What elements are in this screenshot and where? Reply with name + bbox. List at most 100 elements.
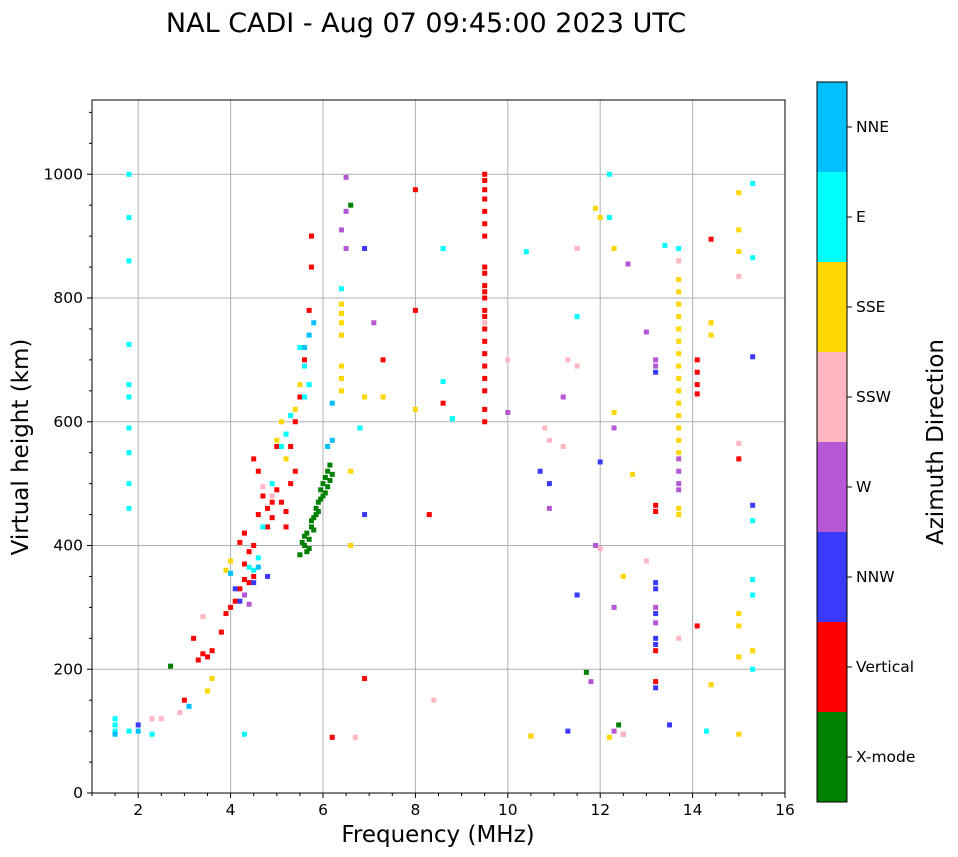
colorbar-segment-vertical <box>817 622 847 712</box>
data-point-sse <box>676 413 682 419</box>
data-point-vertical <box>440 400 446 406</box>
data-point-w <box>653 357 659 363</box>
data-point-ssw <box>158 716 164 722</box>
data-point-e <box>750 518 756 524</box>
data-point-w <box>643 329 649 335</box>
data-point-e <box>750 255 756 261</box>
data-point-vertical <box>223 611 229 617</box>
data-point-vertical <box>736 456 742 462</box>
data-point-ssw <box>352 734 358 740</box>
data-point-ssw <box>260 484 266 490</box>
chart-title: NAL CADI - Aug 07 09:45:00 2023 UTC <box>166 8 686 39</box>
data-point-e <box>126 382 132 388</box>
data-point-nnw <box>546 481 552 487</box>
data-point-e <box>269 481 275 487</box>
colorbar-tick-label: E <box>856 208 866 226</box>
data-point-e <box>126 171 132 177</box>
data-point-e <box>126 258 132 264</box>
data-point-vertical <box>482 171 488 177</box>
data-point-vertical <box>228 604 234 610</box>
data-point-nnw <box>362 246 368 251</box>
data-point-vertical <box>251 573 257 579</box>
data-point-x-mode <box>322 474 328 480</box>
data-point-e <box>750 666 756 672</box>
data-point-sse <box>209 676 215 682</box>
data-point-e <box>255 555 261 561</box>
data-point-vertical <box>283 524 289 530</box>
data-point-sse <box>736 731 742 737</box>
data-point-vertical <box>232 598 238 604</box>
data-point-sse <box>630 471 636 477</box>
data-point-vertical <box>251 543 257 548</box>
data-point-vertical <box>191 635 197 641</box>
x-tick-label: 6 <box>318 801 328 819</box>
data-point-x-mode <box>322 490 328 496</box>
data-point-vertical <box>209 648 215 654</box>
data-point-sse <box>708 332 714 338</box>
data-point-sse <box>278 419 284 425</box>
data-point-sse <box>228 558 234 564</box>
data-point-vertical <box>274 444 280 449</box>
data-point-sse <box>338 388 344 394</box>
data-point-ssw <box>149 716 155 722</box>
data-point-sse <box>283 456 289 462</box>
data-point-sse <box>620 573 626 579</box>
data-point-sse <box>676 338 682 344</box>
data-point-sse <box>708 682 714 688</box>
x-tick-label: 12 <box>590 801 610 819</box>
data-point-vertical <box>482 187 488 193</box>
colorbar-tick-label: Vertical <box>856 658 914 676</box>
data-point-vertical <box>482 283 488 289</box>
data-point-e <box>260 524 266 530</box>
plot-frame <box>91 99 786 794</box>
data-point-e <box>357 425 363 431</box>
data-point-x-mode <box>583 669 589 675</box>
data-point-sse <box>676 388 682 394</box>
data-point-vertical <box>200 651 206 657</box>
data-point-nnw <box>653 586 659 592</box>
data-point-nne <box>306 332 312 338</box>
data-point-vertical <box>265 505 271 511</box>
data-point-vertical <box>708 236 714 242</box>
data-point-vertical <box>482 196 488 202</box>
data-point-sse <box>676 375 682 381</box>
data-point-e <box>126 481 132 487</box>
data-point-nnw <box>362 512 368 518</box>
data-point-nnw <box>565 728 571 734</box>
data-point-vertical <box>482 406 488 412</box>
data-point-ssw <box>177 710 183 716</box>
data-point-e <box>449 416 455 422</box>
data-point-sse <box>338 332 344 338</box>
data-point-e <box>149 731 155 737</box>
data-point-sse <box>205 688 210 694</box>
data-point-nne <box>329 400 335 406</box>
data-point-nnw <box>653 611 659 617</box>
data-point-sse <box>338 363 344 369</box>
colorbar-tick-label: SSE <box>856 298 885 316</box>
data-point-sse <box>676 276 682 282</box>
data-point-e <box>251 567 257 573</box>
data-point-vertical <box>380 357 386 363</box>
x-axis-label: Frequency (MHz) <box>341 822 534 848</box>
data-point-sse <box>750 648 756 654</box>
data-point-x-mode <box>315 499 321 505</box>
data-point-x-mode <box>297 552 303 558</box>
data-point-nnw <box>653 580 659 586</box>
data-point-x-mode <box>306 546 312 552</box>
data-point-vertical <box>482 233 488 239</box>
colorbar-segment-e <box>817 172 847 262</box>
data-point-e <box>126 341 132 347</box>
data-point-w <box>611 728 617 734</box>
data-point-e <box>606 171 612 177</box>
data-point-e <box>126 505 132 511</box>
data-point-e <box>241 731 247 737</box>
data-point-sse <box>736 249 742 255</box>
data-point-nne <box>186 703 192 709</box>
data-point-w <box>546 505 552 511</box>
data-point-sse <box>736 654 742 660</box>
data-point-e <box>703 728 709 734</box>
data-point-vertical <box>241 530 247 536</box>
data-point-e <box>112 716 118 722</box>
data-point-vertical <box>482 363 488 369</box>
data-point-sse <box>736 227 742 233</box>
